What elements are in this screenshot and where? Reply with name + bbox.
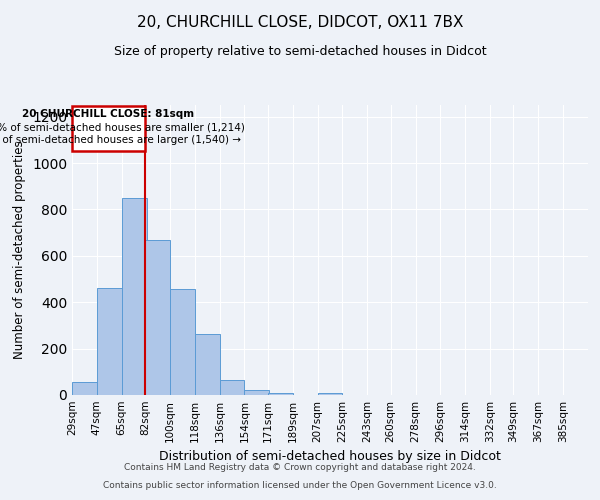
Y-axis label: Number of semi-detached properties: Number of semi-detached properties (13, 140, 26, 360)
Bar (244, 390, 269, 395)
Text: Contains HM Land Registry data © Crown copyright and database right 2024.: Contains HM Land Registry data © Crown c… (124, 464, 476, 472)
Text: 20, CHURCHILL CLOSE, DIDCOT, OX11 7BX: 20, CHURCHILL CLOSE, DIDCOT, OX11 7BX (137, 15, 463, 30)
Text: 20 CHURCHILL CLOSE: 81sqm: 20 CHURCHILL CLOSE: 81sqm (22, 109, 194, 119)
Bar (122, 198, 146, 395)
Text: 55% of semi-detached houses are larger (1,540) →: 55% of semi-detached houses are larger (… (0, 135, 241, 145)
Bar (268, 392, 293, 395)
Bar (170, 290, 195, 395)
Bar (97, 288, 122, 395)
Bar (72, 382, 97, 395)
Text: Contains public sector information licensed under the Open Government Licence v3: Contains public sector information licen… (103, 481, 497, 490)
X-axis label: Distribution of semi-detached houses by size in Didcot: Distribution of semi-detached houses by … (159, 450, 501, 464)
Bar (220, 380, 244, 395)
Bar (317, 392, 343, 395)
Bar (195, 334, 220, 395)
Text: Size of property relative to semi-detached houses in Didcot: Size of property relative to semi-detach… (113, 45, 487, 58)
Bar (72, 106, 145, 152)
Text: ← 43% of semi-detached houses are smaller (1,214): ← 43% of semi-detached houses are smalle… (0, 122, 245, 132)
Bar (145, 240, 170, 395)
